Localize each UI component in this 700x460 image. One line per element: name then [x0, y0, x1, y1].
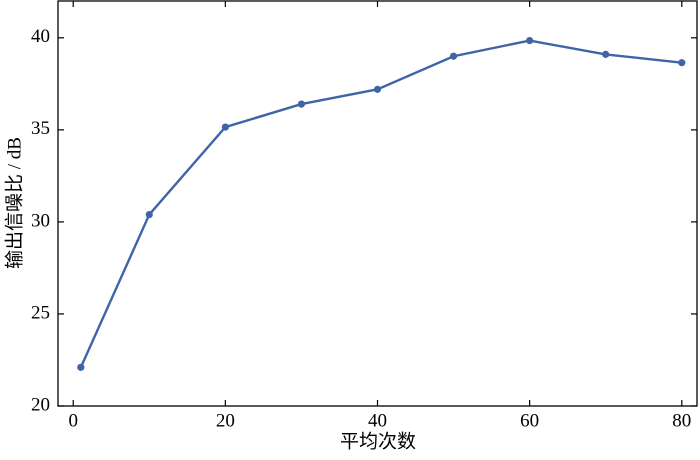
x-tick-label: 40: [368, 410, 387, 431]
point: [77, 363, 85, 371]
point: [678, 59, 686, 67]
y-tick-label: 30: [31, 210, 50, 231]
y-tick-label: 20: [31, 394, 50, 415]
x-tick-label: 60: [520, 410, 539, 431]
x-axis-label: 平均次数: [340, 430, 416, 452]
x-tick-label: 80: [672, 410, 691, 431]
y-tick-label: 35: [31, 118, 50, 139]
plot-frame: [57, 0, 698, 407]
point: [526, 36, 534, 45]
point: [297, 100, 306, 108]
point: [221, 123, 229, 131]
y-tick-label: 25: [31, 302, 50, 323]
y-tick-label: 40: [31, 26, 50, 47]
y-axis-label: 输出信噪比 / dB: [3, 137, 25, 269]
point: [449, 52, 458, 60]
point: [602, 50, 610, 58]
point: [373, 85, 382, 93]
x-tick-label: 0: [68, 410, 78, 431]
point: [145, 210, 153, 219]
x-tick-label: 20: [216, 410, 235, 431]
line: [79, 39, 682, 368]
